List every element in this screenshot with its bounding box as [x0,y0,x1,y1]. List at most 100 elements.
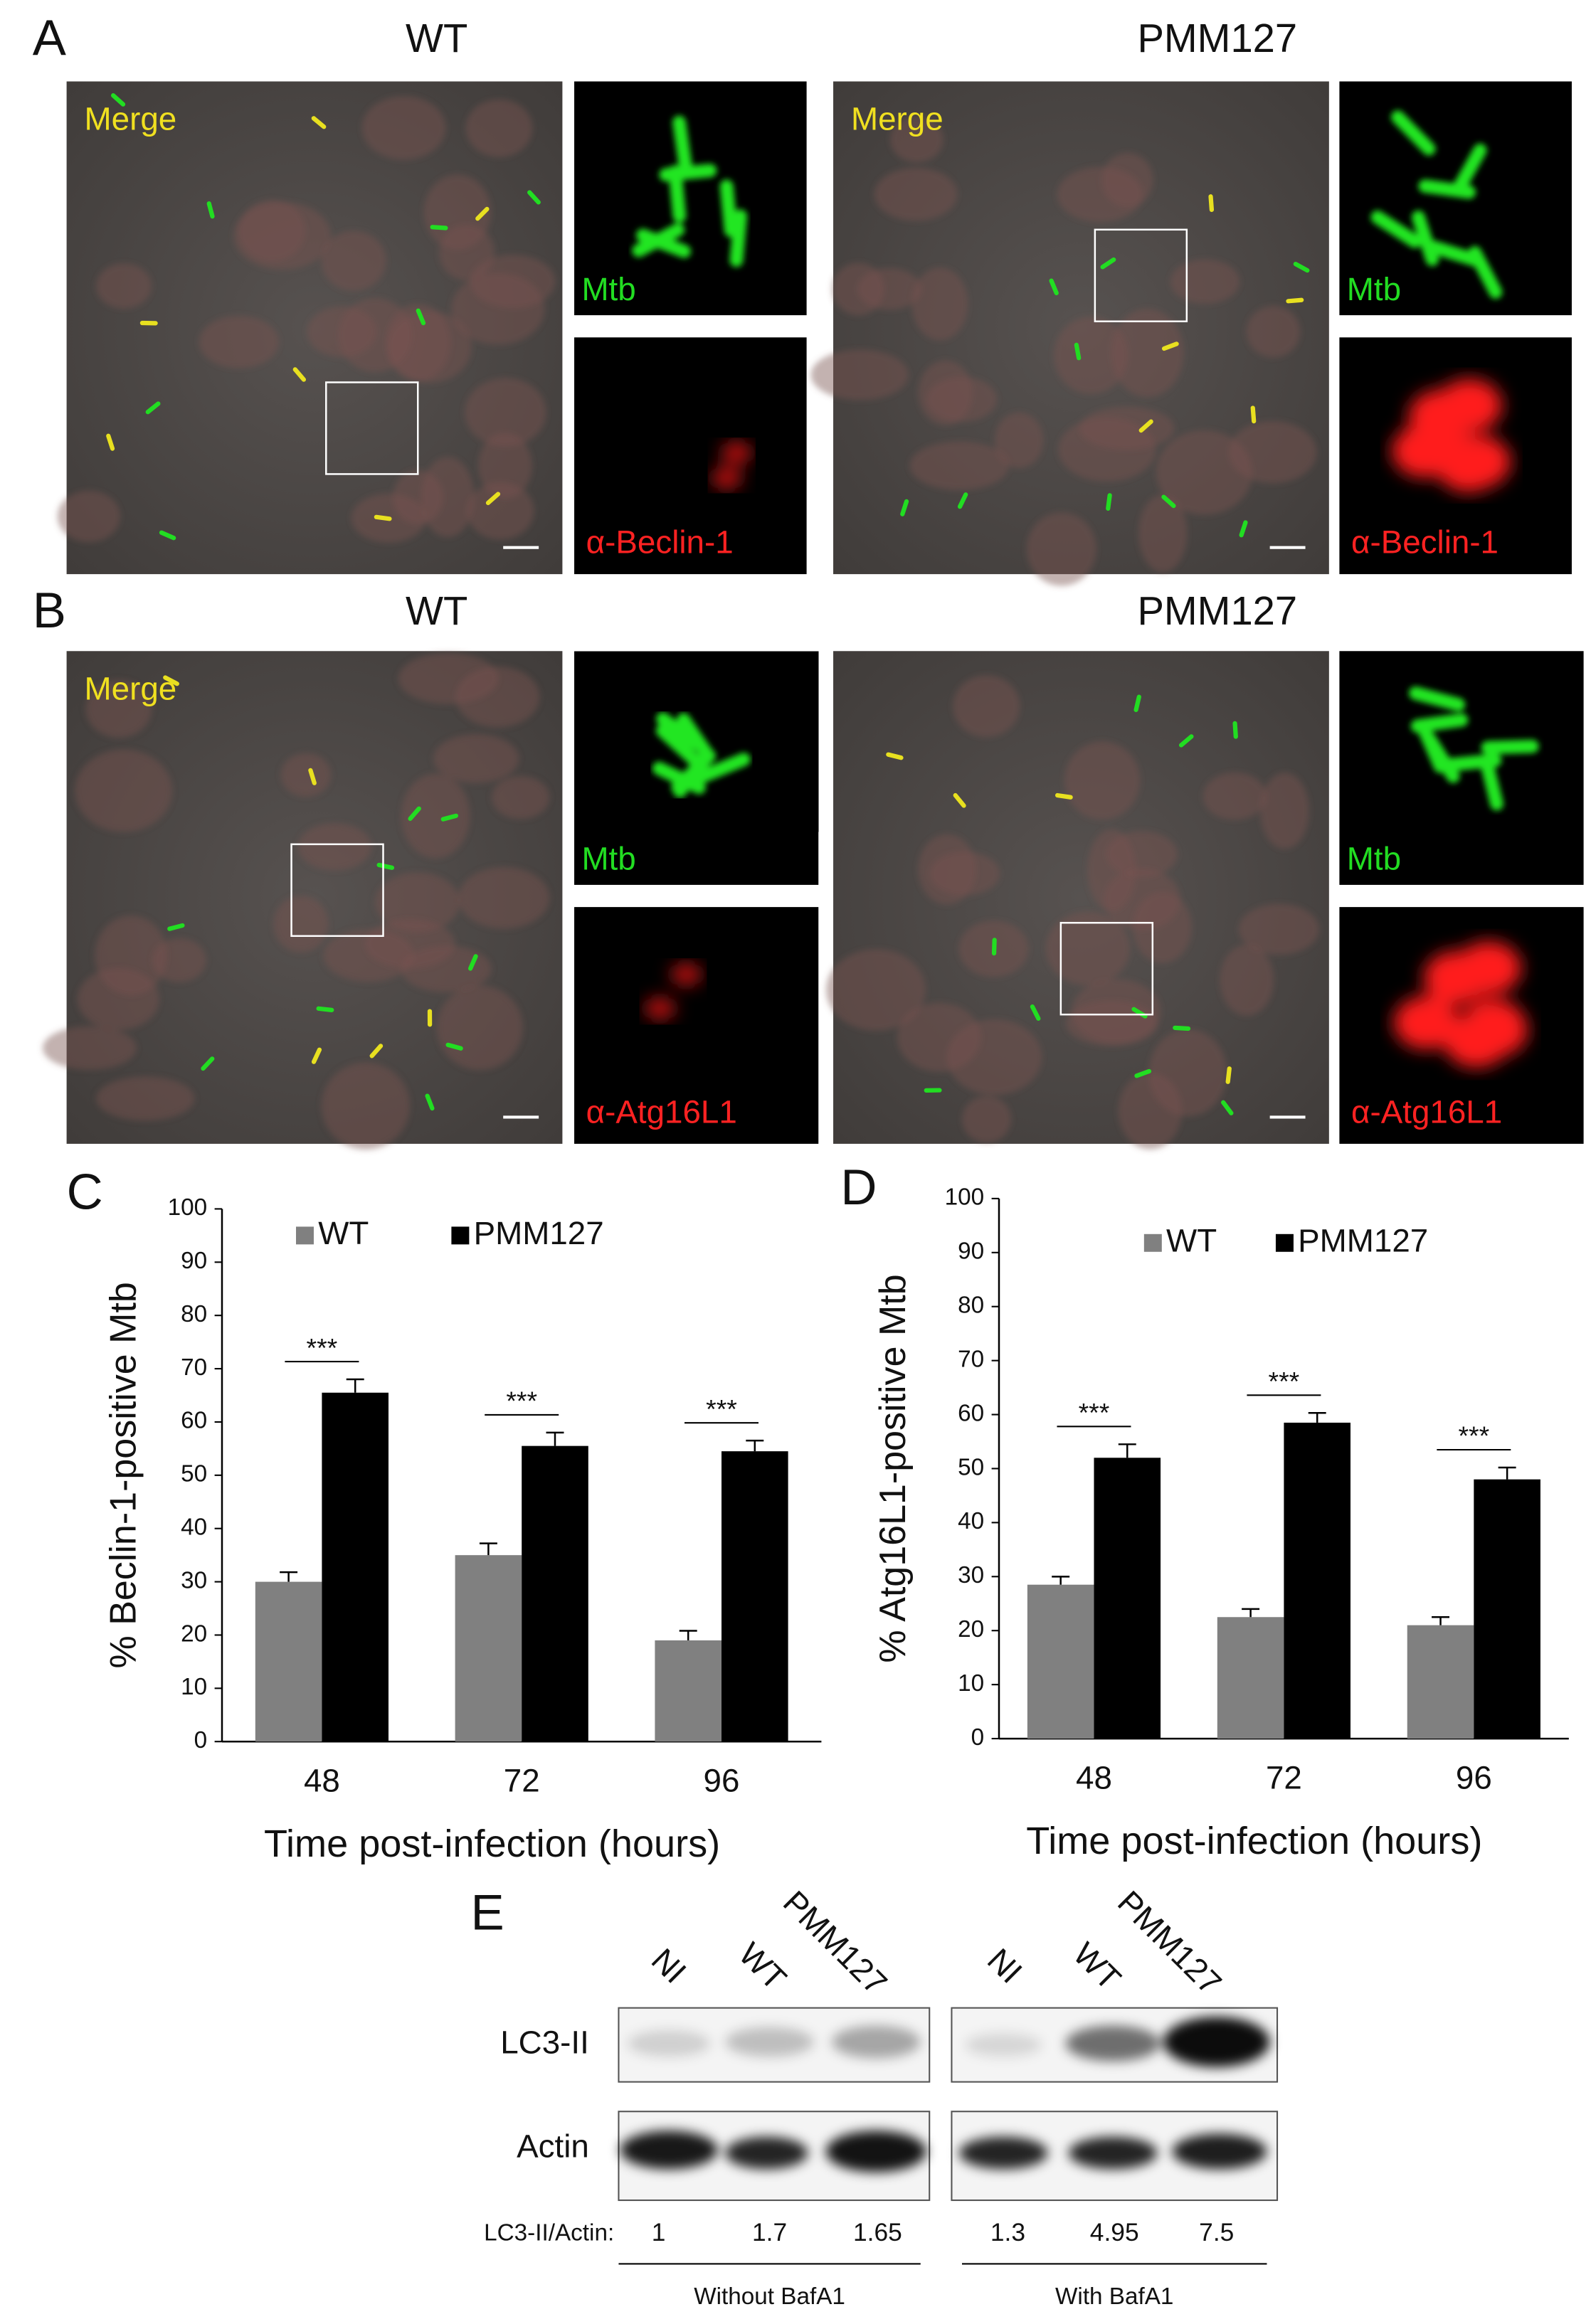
significance-label: *** [1079,1398,1110,1428]
red-spot [645,998,675,1019]
band [1068,2136,1158,2170]
cell [832,262,884,316]
red-label: α-Beclin-1 [1351,524,1498,561]
micrograph-set: PMM127 Merge Mtb α-Beclin-1 [810,16,1572,586]
y-tick-label: 100 [945,1184,985,1211]
y-tick-label: 40 [181,1514,207,1541]
bacterium [163,675,179,686]
cell [1053,317,1128,394]
merge-label: Merge [85,101,177,137]
cell [421,457,475,538]
bacterium [659,164,717,181]
bacterium [1250,405,1257,424]
bacterium [1173,1025,1191,1031]
bacterium [1106,493,1112,511]
blot-images [618,2007,1279,2265]
bacterium [311,116,327,129]
merge-label: Merge [85,671,177,707]
bacterium [106,433,115,451]
ratio-value: 1 [652,2219,666,2246]
bacterium [440,813,458,822]
band [620,2131,718,2170]
x-tick-label: 72 [504,1763,540,1799]
panel-label: C [67,1163,103,1219]
y-tick-label: 50 [958,1454,984,1480]
lane-label: WT [1067,1936,1128,1997]
bar [1217,1617,1284,1739]
y-tick-label: 10 [181,1674,207,1700]
cell [1246,306,1301,358]
red-spot [1444,1014,1509,1068]
cell [1064,741,1141,820]
x-axis-label: Time post-infection (hours) [1026,1820,1482,1862]
cell [85,679,152,738]
lane-label: WT [732,1936,793,1997]
row-label: LC3-II [500,2025,589,2061]
cell [338,297,413,373]
bar [255,1581,322,1742]
cell [1220,944,1274,1016]
bacterium [475,206,490,221]
cell [1118,1072,1183,1150]
bacterium [1286,297,1304,304]
x-tick-label: 96 [704,1763,740,1799]
zoom-box [1059,921,1154,1016]
cell [433,734,519,783]
bacterium [316,1006,334,1012]
ratio-label: LC3-II/Actin: [484,2220,614,2246]
cell [75,749,173,832]
cell [280,753,332,797]
bacterium [1370,211,1422,248]
bacterium [632,223,685,258]
green-label: Mtb [1347,271,1401,307]
row-label: Actin [517,2128,589,2164]
ratio-value: 7.5 [1199,2219,1234,2246]
cell [77,967,159,1030]
red-signal [1392,378,1511,492]
zoom-box [290,843,384,938]
bacterium [991,938,997,956]
bacterium [408,806,421,821]
green-label: Mtb [1347,841,1401,877]
bar [1284,1422,1350,1739]
cell [929,851,1000,896]
bacterium [1415,718,1447,773]
bacterium [1479,754,1503,811]
ratio-value: 1.7 [752,2219,787,2246]
red-spot [1408,389,1474,443]
red-signal [645,964,702,1019]
panel-label: E [470,1884,504,1940]
bacterium [1412,210,1439,266]
y-tick-label: 70 [181,1354,207,1381]
bacterium [1232,721,1238,739]
ratio-value: 1.65 [853,2219,902,2246]
zoom-box [325,381,419,475]
y-tick-label: 100 [168,1194,208,1221]
bacterium [655,723,702,768]
band [1172,2133,1267,2170]
bacterium [159,530,176,541]
bacterium [1208,194,1215,212]
cell [1170,259,1240,304]
cell [994,412,1044,468]
bacterium [1054,792,1073,800]
y-tick-label: 20 [181,1620,207,1647]
red-spot [712,467,742,489]
lane-label: PMM127 [1111,1884,1229,2002]
cell [467,482,534,540]
red-label: α-Beclin-1 [586,524,734,561]
bacterium [485,492,501,506]
cell [96,1076,195,1121]
bacterium [308,768,317,785]
cell [1045,911,1130,986]
y-tick-label: 30 [958,1562,984,1588]
bacterium [1221,1100,1234,1115]
cell [1238,903,1320,955]
cell [1026,512,1096,586]
bacterium [1161,341,1179,351]
band [627,2029,711,2057]
cell [874,167,958,221]
cell [890,117,944,163]
bacterium [1452,143,1487,196]
cell [273,896,329,953]
